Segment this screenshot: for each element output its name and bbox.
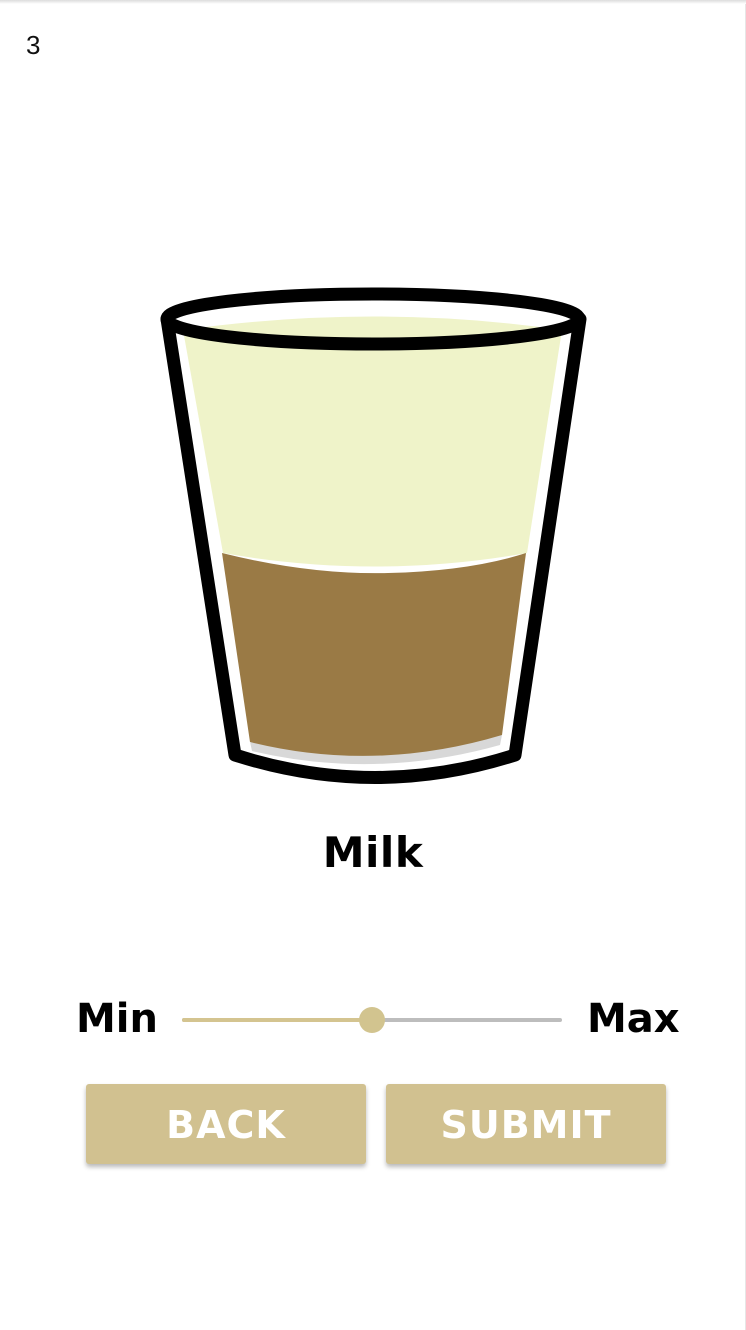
milk-layer bbox=[183, 316, 562, 567]
slider-min-label: Min bbox=[76, 996, 158, 1042]
back-button[interactable]: BACK bbox=[86, 1084, 366, 1164]
amount-slider-row: Min Max bbox=[0, 990, 746, 1050]
submit-button[interactable]: SUBMIT bbox=[386, 1084, 666, 1164]
slider-active-track bbox=[182, 1018, 372, 1022]
amount-slider[interactable] bbox=[182, 1007, 562, 1033]
slider-max-label: Max bbox=[587, 996, 680, 1042]
glass-illustration bbox=[150, 275, 600, 795]
ingredient-title: Milk bbox=[322, 828, 424, 877]
status-bar-shadow bbox=[0, 0, 746, 4]
step-number: 3 bbox=[26, 30, 41, 60]
coffee-layer bbox=[222, 553, 526, 762]
slider-thumb[interactable] bbox=[359, 1007, 385, 1033]
